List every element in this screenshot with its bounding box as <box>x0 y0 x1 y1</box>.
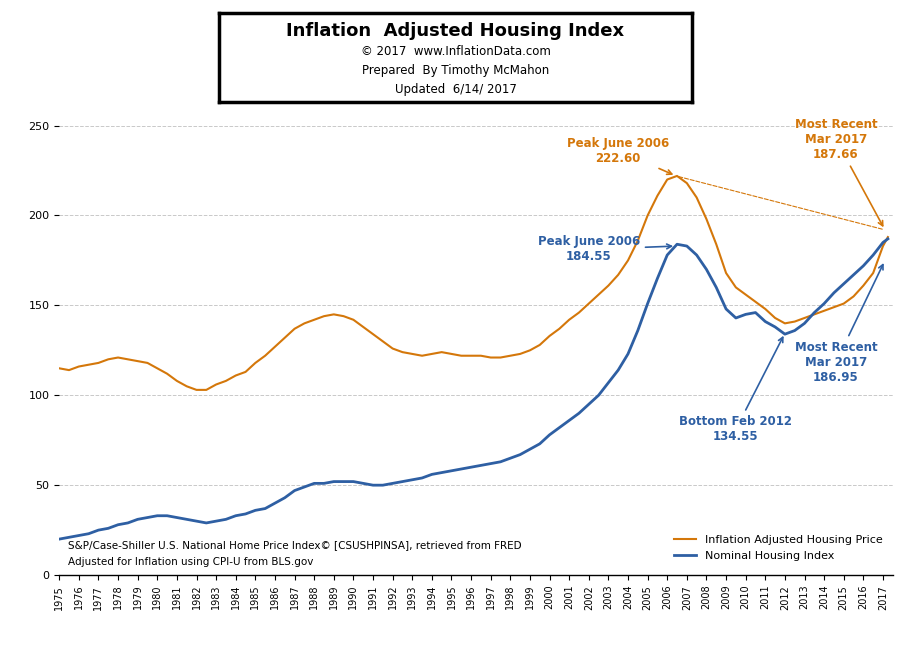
Text: Adjusted for Inflation using CPI-U from BLS.gov: Adjusted for Inflation using CPI-U from … <box>67 557 312 567</box>
Text: Prepared  By Timothy McMahon: Prepared By Timothy McMahon <box>362 64 549 77</box>
Text: © 2017  www.InflationData.com: © 2017 www.InflationData.com <box>361 45 550 58</box>
Text: S&P/Case-Shiller U.S. National Home Price Index© [CSUSHPINSA], retrieved from FR: S&P/Case-Shiller U.S. National Home Pric… <box>67 540 521 551</box>
Text: Most Recent
Mar 2017
186.95: Most Recent Mar 2017 186.95 <box>794 264 883 384</box>
Text: Bottom Feb 2012
134.55: Bottom Feb 2012 134.55 <box>680 337 793 444</box>
Text: Most Recent
Mar 2017
187.66: Most Recent Mar 2017 187.66 <box>794 118 883 226</box>
Text: Peak June 2006
222.60: Peak June 2006 222.60 <box>567 137 671 175</box>
Legend: Inflation Adjusted Housing Price, Nominal Housing Index: Inflation Adjusted Housing Price, Nomina… <box>670 531 887 565</box>
Text: Updated  6/14/ 2017: Updated 6/14/ 2017 <box>394 83 517 97</box>
Text: Inflation  Adjusted Housing Index: Inflation Adjusted Housing Index <box>286 22 625 40</box>
Text: Peak June 2006
184.55: Peak June 2006 184.55 <box>537 235 671 264</box>
